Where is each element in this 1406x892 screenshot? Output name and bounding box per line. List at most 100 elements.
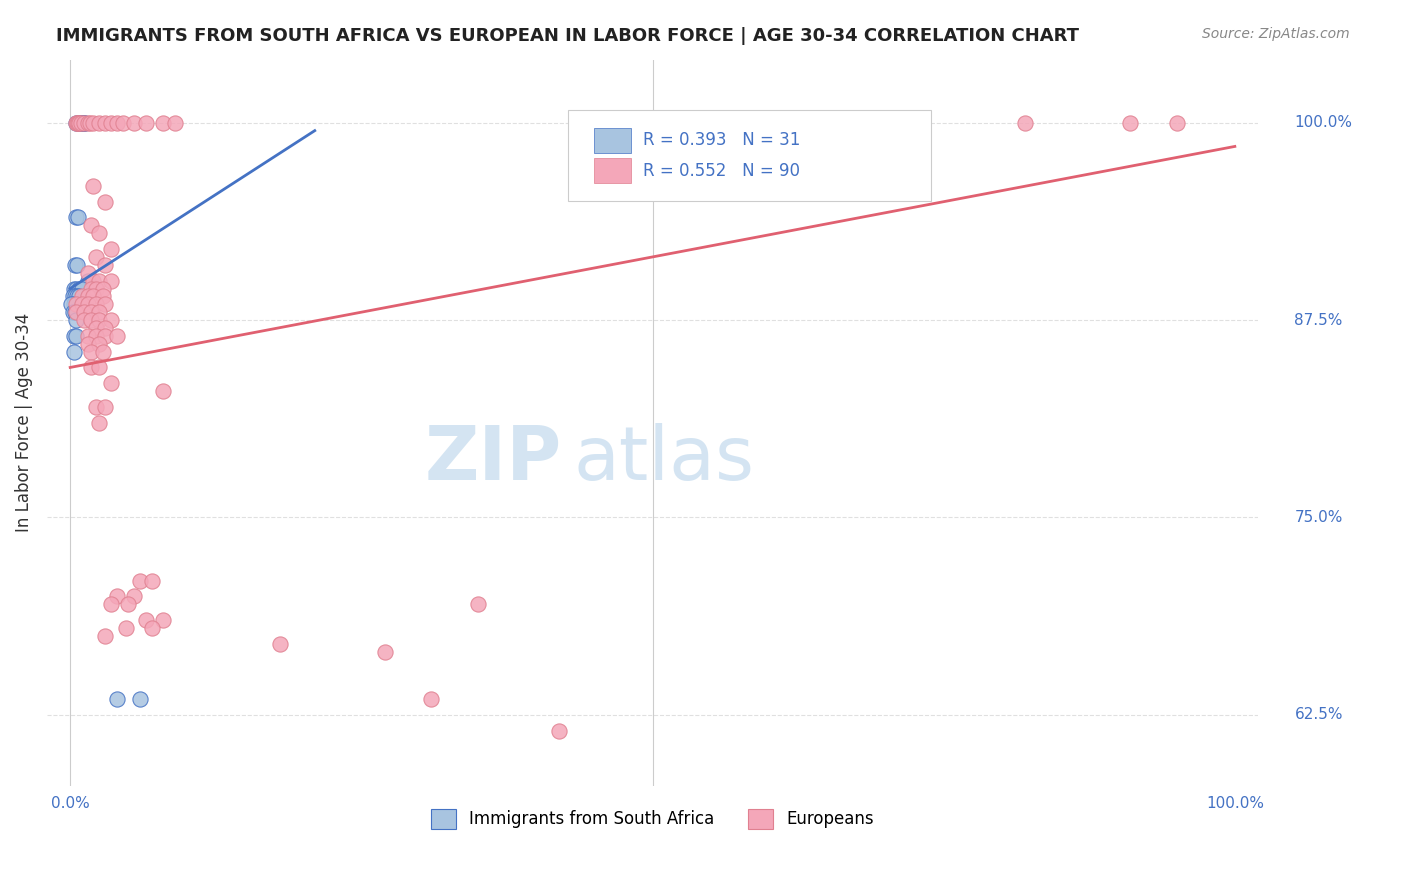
Point <box>66 289 89 303</box>
Point <box>70 281 93 295</box>
Text: R = 0.393   N = 31: R = 0.393 N = 31 <box>643 131 800 149</box>
Point <box>100 242 122 256</box>
Point <box>80 344 103 359</box>
Point <box>76 336 98 351</box>
Point <box>467 597 489 611</box>
Point <box>84 400 107 414</box>
Point <box>105 590 128 604</box>
Point <box>89 116 111 130</box>
Point <box>73 313 96 327</box>
Point <box>89 336 111 351</box>
Point <box>76 297 98 311</box>
Point <box>69 281 91 295</box>
Point <box>897 116 920 130</box>
Point <box>91 289 114 303</box>
Point <box>1119 116 1142 130</box>
Point <box>67 116 90 130</box>
Point <box>62 344 84 359</box>
Point <box>84 297 107 311</box>
Point <box>65 116 87 130</box>
FancyBboxPatch shape <box>568 111 931 202</box>
Point <box>84 281 107 295</box>
Point <box>66 116 89 130</box>
Point <box>94 400 117 414</box>
Point <box>62 305 84 319</box>
Point <box>65 116 87 130</box>
Point <box>105 116 128 130</box>
Point <box>91 281 114 295</box>
Point <box>548 723 571 738</box>
Point <box>72 116 94 130</box>
Point <box>65 313 87 327</box>
Point <box>100 313 122 327</box>
Point <box>89 226 111 240</box>
Point <box>89 313 111 327</box>
Point <box>67 211 90 225</box>
Point <box>89 360 111 375</box>
Point <box>152 116 174 130</box>
Point <box>1014 116 1036 130</box>
Point <box>89 416 111 430</box>
Y-axis label: In Labor Force | Age 30-34: In Labor Force | Age 30-34 <box>15 313 32 533</box>
Point <box>75 116 97 130</box>
Point <box>67 116 90 130</box>
Point <box>94 194 117 209</box>
Point <box>82 289 104 303</box>
Point <box>65 281 87 295</box>
Point <box>73 116 96 130</box>
Point <box>94 297 117 311</box>
Point <box>73 116 96 130</box>
Point <box>129 692 152 706</box>
Point <box>129 574 152 588</box>
Point <box>374 644 396 658</box>
Point <box>84 329 107 343</box>
Point <box>63 258 86 272</box>
Point <box>82 274 104 288</box>
Point <box>80 219 103 233</box>
Point <box>122 590 145 604</box>
Point <box>152 613 174 627</box>
Text: 87.5%: 87.5% <box>1295 312 1343 327</box>
Point <box>62 329 84 343</box>
Point <box>76 289 98 303</box>
Point <box>69 116 91 130</box>
Point <box>62 281 84 295</box>
Point <box>141 574 163 588</box>
Text: R = 0.552   N = 90: R = 0.552 N = 90 <box>643 161 800 179</box>
Point <box>115 621 138 635</box>
Point <box>1166 116 1188 130</box>
Point <box>94 258 117 272</box>
Point <box>80 360 103 375</box>
Text: 62.5%: 62.5% <box>1295 707 1343 723</box>
Point <box>69 116 91 130</box>
Point <box>80 313 103 327</box>
Point <box>65 211 87 225</box>
Point <box>94 629 117 643</box>
Point <box>84 250 107 264</box>
Point <box>69 116 91 130</box>
Point <box>62 289 84 303</box>
Point <box>105 692 128 706</box>
Point <box>94 321 117 335</box>
Point <box>70 116 93 130</box>
Point <box>66 258 89 272</box>
Point <box>117 597 139 611</box>
Point <box>76 329 98 343</box>
Point <box>79 116 101 130</box>
Point <box>135 116 157 130</box>
Legend: Immigrants from South Africa, Europeans: Immigrants from South Africa, Europeans <box>425 802 880 836</box>
Point <box>80 281 103 295</box>
Text: Source: ZipAtlas.com: Source: ZipAtlas.com <box>1202 27 1350 41</box>
Point <box>76 116 98 130</box>
Point <box>94 116 117 130</box>
Point <box>80 305 103 319</box>
Text: 75.0%: 75.0% <box>1295 510 1343 524</box>
Point <box>94 329 117 343</box>
Point <box>89 305 111 319</box>
Point <box>69 289 91 303</box>
Text: atlas: atlas <box>574 423 755 495</box>
Point <box>851 116 873 130</box>
Point <box>63 305 86 319</box>
Point <box>758 116 780 130</box>
Text: 100.0%: 100.0% <box>1295 115 1353 130</box>
